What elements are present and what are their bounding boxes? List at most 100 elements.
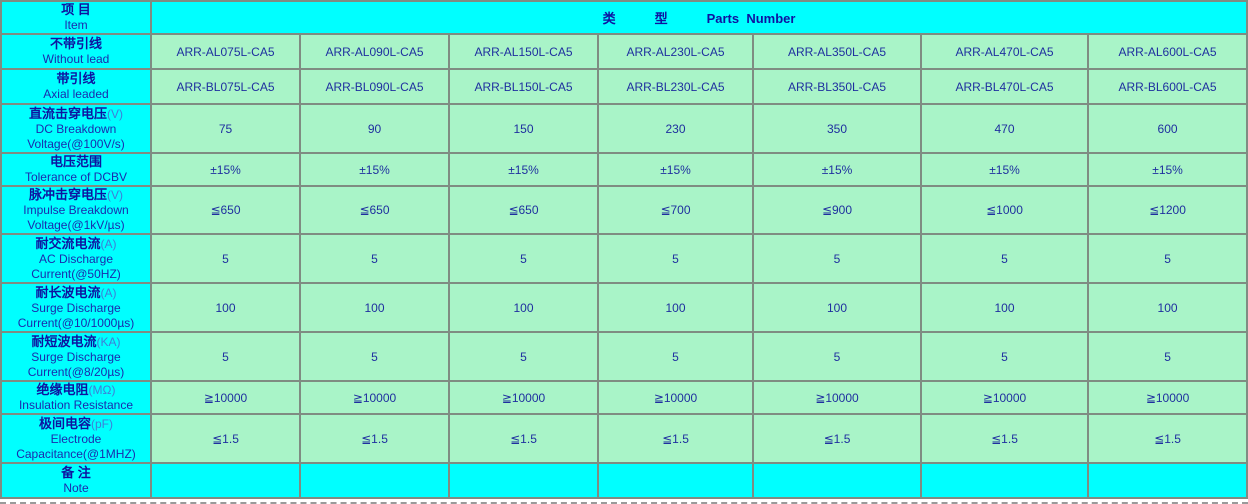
note-cell: [299, 462, 450, 499]
spec-value-cell: 75: [150, 103, 301, 154]
row-label-en: Impulse Breakdown: [23, 203, 129, 217]
spec-value-cell: ≦1.5: [448, 413, 599, 464]
spec-value-cell: 100: [299, 282, 450, 333]
row-label-en: Tolerance of DCBV: [24, 170, 128, 184]
row-axial-leaded: 带引线 Axial leaded ARR-BL075L-CA5 ARR-BL09…: [0, 68, 1248, 105]
spec-value-cell: 5: [299, 233, 450, 284]
spec-value-cell: ≦1.5: [752, 413, 922, 464]
spec-value-cell: 100: [1086, 282, 1248, 333]
row-label-en: Surge Discharge: [31, 300, 121, 315]
spec-value-cell: 5: [150, 233, 301, 284]
row-electrode-capacitance: 极间电容(pF) Electrode Capacitance(@1MHZ) ≦1…: [0, 413, 1248, 464]
spec-value-cell: 5: [448, 331, 599, 382]
note-cell: [920, 462, 1089, 499]
spec-value-cell: ≦1.5: [1086, 413, 1248, 464]
note-cell: [1086, 462, 1248, 499]
row-label-zh: 极间电容: [38, 415, 91, 431]
row-label-en: DC Breakdown: [35, 121, 117, 136]
row-label-en2: Voltage(@100V/s): [27, 136, 125, 151]
spec-value-cell: ≦1.5: [597, 413, 754, 464]
spec-value-cell: 100: [150, 282, 301, 333]
row-label-dc-breakdown-voltage: 直流击穿电压(V) DC Breakdown Voltage(@100V/s): [0, 103, 152, 154]
spec-value-cell: ±15%: [1086, 152, 1248, 187]
row-label-insulation-resistance: 绝缘电阻(MΩ) Insulation Resistance: [0, 380, 152, 415]
spec-value-cell: ±15%: [597, 152, 754, 187]
spec-value-cell: ≦700: [597, 185, 754, 235]
spec-value-cell: 470: [920, 103, 1089, 154]
row-label-unit: (MΩ): [88, 383, 116, 397]
row-label-zh: 脉冲击穿电压: [28, 187, 107, 202]
row-label-impulse-breakdown-voltage: 脉冲击穿电压(V) Impulse Breakdown Voltage(@1kV…: [0, 185, 152, 235]
spec-value-cell: 5: [597, 233, 754, 284]
row-dc-breakdown-voltage: 直流击穿电压(V) DC Breakdown Voltage(@100V/s) …: [0, 103, 1248, 154]
spec-value-cell: ≧10000: [150, 380, 301, 415]
note-cell: [448, 462, 599, 499]
row-label-unit: (A): [100, 236, 117, 251]
part-number-cell: ARR-BL075L-CA5: [150, 68, 301, 105]
spec-value-cell: 5: [752, 331, 922, 382]
row-label-en2: Current(@50HZ): [31, 266, 121, 281]
note-cell: [150, 462, 301, 499]
row-surge-discharge-current-short: 耐短波电流(KA) Surge Discharge Current(@8/20µ…: [0, 331, 1248, 382]
part-number-cell: ARR-BL150L-CA5: [448, 68, 599, 105]
row-surge-discharge-current-long: 耐长波电流(A) Surge Discharge Current(@10/100…: [0, 282, 1248, 333]
part-number-cell: ARR-AL090L-CA5: [299, 33, 450, 70]
item-header-en: Item: [64, 18, 88, 32]
spec-value-cell: ±15%: [448, 152, 599, 187]
spec-value-cell: 100: [920, 282, 1089, 333]
spec-value-cell: 230: [597, 103, 754, 154]
row-ac-discharge-current: 耐交流电流(A) AC Discharge Current(@50HZ) 5 5…: [0, 233, 1248, 284]
row-label-zh: 带引线: [56, 71, 96, 86]
spec-value-cell: ≦1.5: [920, 413, 1089, 464]
row-label-zh: 不带引线: [49, 36, 102, 51]
row-label-zh: 直流击穿电压: [28, 105, 107, 121]
spec-value-cell: ≧10000: [448, 380, 599, 415]
spec-value-cell: ≧10000: [299, 380, 450, 415]
row-label-en: Without lead: [42, 52, 110, 66]
part-number-cell: ARR-AL470L-CA5: [920, 33, 1089, 70]
spec-value-cell: 5: [299, 331, 450, 382]
spec-value-cell: ≦650: [448, 185, 599, 235]
item-header-cell: 项 目 Item: [0, 0, 152, 35]
spec-value-cell: ±15%: [299, 152, 450, 187]
spec-value-cell: ≦650: [299, 185, 450, 235]
row-label-axial-leaded: 带引线 Axial leaded: [0, 68, 152, 105]
spec-value-cell: 5: [150, 331, 301, 382]
row-label-unit: (A): [100, 285, 117, 300]
header-row: 项 目 Item 类 型 Parts Number: [0, 0, 1248, 35]
spec-value-cell: 5: [597, 331, 754, 382]
spec-value-cell: 100: [448, 282, 599, 333]
row-label-surge-discharge-current-short: 耐短波电流(KA) Surge Discharge Current(@8/20µ…: [0, 331, 152, 382]
spec-value-cell: 5: [920, 331, 1089, 382]
row-label-unit: (KA): [96, 334, 121, 349]
row-label-unit: (pF): [91, 416, 113, 431]
row-tolerance-of-dcbv: 电压范围 Tolerance of DCBV ±15% ±15% ±15% ±1…: [0, 152, 1248, 187]
row-label-en2: Capacitance(@1MHZ): [16, 446, 136, 461]
row-label-en: AC Discharge: [38, 251, 114, 266]
row-label-without-lead: 不带引线 Without lead: [0, 33, 152, 70]
row-note: 备 注 Note: [0, 462, 1248, 499]
row-label-zh: 耐长波电流: [35, 284, 101, 300]
spec-value-cell: ≦1.5: [150, 413, 301, 464]
part-number-cell: ARR-AL230L-CA5: [597, 33, 754, 70]
row-label-en2: Current(@10/1000µs): [17, 315, 135, 330]
row-label-en: Axial leaded: [43, 87, 109, 101]
row-label-zh: 绝缘电阻: [36, 382, 89, 397]
spec-value-cell: 150: [448, 103, 599, 154]
note-cell: [752, 462, 922, 499]
spec-value-cell: ≦1.5: [299, 413, 450, 464]
spec-value-cell: 5: [1086, 233, 1248, 284]
part-number-cell: ARR-AL350L-CA5: [752, 33, 922, 70]
part-number-cell: ARR-BL600L-CA5: [1086, 68, 1248, 105]
spec-value-cell: 100: [752, 282, 922, 333]
parts-number-header-title: 类 型 Parts Number: [602, 11, 796, 26]
spec-value-cell: ≦1000: [920, 185, 1089, 235]
part-number-cell: ARR-BL470L-CA5: [920, 68, 1089, 105]
row-label-zh: 耐交流电流: [35, 235, 101, 251]
row-label-surge-discharge-current-long: 耐长波电流(A) Surge Discharge Current(@10/100…: [0, 282, 152, 333]
spec-value-cell: 90: [299, 103, 450, 154]
row-label-zh: 电压范围: [49, 154, 102, 169]
row-label-en: Insulation Resistance: [18, 398, 134, 412]
